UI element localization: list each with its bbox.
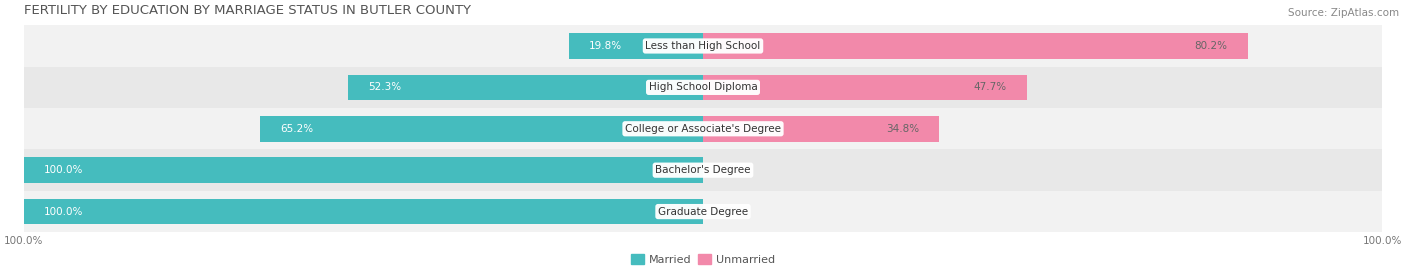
Bar	[24, 199, 703, 224]
Bar	[24, 67, 1382, 108]
Legend: Married, Unmarried: Married, Unmarried	[631, 254, 775, 265]
Bar	[347, 75, 703, 100]
Text: 0.0%: 0.0%	[714, 207, 740, 217]
Bar	[24, 157, 703, 183]
Text: 100.0%: 100.0%	[44, 207, 83, 217]
Bar	[703, 33, 1247, 59]
Text: 47.7%: 47.7%	[973, 82, 1007, 92]
Text: 34.8%: 34.8%	[886, 124, 920, 134]
Text: Graduate Degree: Graduate Degree	[658, 207, 748, 217]
Bar	[703, 116, 939, 141]
Text: 52.3%: 52.3%	[368, 82, 401, 92]
Text: 80.2%: 80.2%	[1194, 41, 1227, 51]
Bar	[703, 75, 1026, 100]
Text: 0.0%: 0.0%	[714, 165, 740, 175]
Text: 65.2%: 65.2%	[281, 124, 314, 134]
Bar	[24, 25, 1382, 67]
Text: College or Associate's Degree: College or Associate's Degree	[626, 124, 780, 134]
Bar	[24, 150, 1382, 191]
Bar	[568, 33, 703, 59]
Bar	[24, 191, 1382, 232]
Text: 19.8%: 19.8%	[589, 41, 621, 51]
Text: FERTILITY BY EDUCATION BY MARRIAGE STATUS IN BUTLER COUNTY: FERTILITY BY EDUCATION BY MARRIAGE STATU…	[24, 4, 471, 17]
Text: Source: ZipAtlas.com: Source: ZipAtlas.com	[1288, 8, 1399, 18]
Bar	[260, 116, 703, 141]
Text: Bachelor's Degree: Bachelor's Degree	[655, 165, 751, 175]
Bar	[24, 108, 1382, 150]
Text: High School Diploma: High School Diploma	[648, 82, 758, 92]
Text: Less than High School: Less than High School	[645, 41, 761, 51]
Text: 100.0%: 100.0%	[44, 165, 83, 175]
